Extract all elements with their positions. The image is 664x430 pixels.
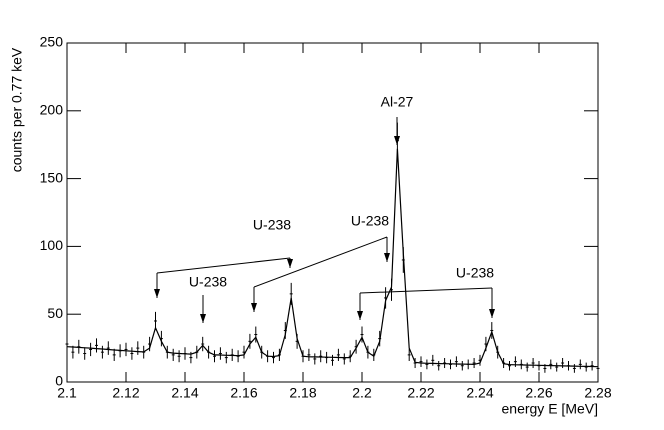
x-tick-label: 2.24 bbox=[466, 385, 493, 401]
arrow-head bbox=[251, 303, 257, 312]
x-tick-label: 2.2 bbox=[352, 385, 372, 401]
arrow-head bbox=[384, 253, 390, 262]
x-tick-label: 2.12 bbox=[112, 385, 139, 401]
x-tick-label: 2.16 bbox=[230, 385, 257, 401]
arrow-head bbox=[357, 311, 363, 320]
y-tick-label: 0 bbox=[55, 373, 63, 389]
x-tick-label: 2.18 bbox=[289, 385, 316, 401]
y-tick-label: 200 bbox=[40, 102, 64, 118]
annotation: Al-27 bbox=[381, 94, 414, 110]
annotation-line bbox=[156, 257, 291, 274]
x-tick-label: 2.22 bbox=[407, 385, 434, 401]
annotation-line bbox=[253, 236, 388, 288]
plot-frame bbox=[66, 42, 599, 383]
y-tick-label: 100 bbox=[40, 237, 64, 253]
arrow-head bbox=[154, 289, 160, 298]
x-tick-label: 2.1 bbox=[57, 385, 77, 401]
x-tick-label: 2.28 bbox=[584, 385, 611, 401]
arrow-head bbox=[200, 314, 206, 323]
y-tick-label: 50 bbox=[47, 305, 63, 321]
arrow-head bbox=[489, 309, 495, 318]
fit-line bbox=[66, 148, 599, 368]
annotation: U-238 bbox=[189, 274, 227, 290]
x-axis-label: energy E [MeV] bbox=[502, 401, 599, 417]
arrow-head bbox=[394, 136, 400, 145]
annotation: U-238 bbox=[351, 213, 389, 229]
x-tick-label: 2.14 bbox=[171, 385, 198, 401]
annotation-line bbox=[359, 287, 493, 294]
annotation: U-238 bbox=[456, 265, 494, 281]
y-tick-label: 150 bbox=[40, 169, 64, 185]
x-tick-label: 2.26 bbox=[525, 385, 552, 401]
arrow-head bbox=[287, 259, 293, 268]
y-axis-label: counts per 0.77 keV bbox=[9, 47, 25, 172]
y-tick-label: 250 bbox=[40, 34, 64, 50]
annotation: U-238 bbox=[253, 217, 291, 233]
